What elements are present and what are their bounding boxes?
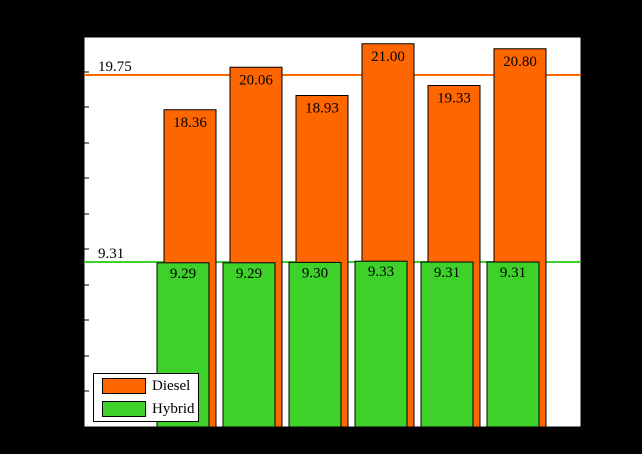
reference-line-labels: 19.75 9.31 — [98, 59, 132, 262]
y-axis-ticks — [84, 71, 89, 392]
data-label-diesel: 21.00 — [371, 49, 405, 65]
data-label-hybrid: 9.29 — [236, 266, 262, 282]
bar-hybrid — [354, 260, 408, 428]
data-label-hybrid: 9.31 — [434, 265, 460, 281]
data-label-hybrid: 9.33 — [368, 264, 394, 280]
data-label-hybrid: 9.30 — [302, 265, 328, 281]
bar-hybrid — [420, 261, 474, 428]
legend-label-hybrid: Hybrid — [152, 400, 195, 417]
data-label-hybrid: 9.31 — [500, 265, 526, 281]
bar-hybrid — [222, 262, 276, 428]
hybrid-series: 9.29 9.29 9.30 9.33 9.31 9.31 — [156, 260, 540, 428]
bar-hybrid — [288, 261, 342, 428]
legend-item-hybrid: Hybrid — [102, 400, 195, 418]
data-label-diesel: 18.93 — [305, 101, 339, 117]
legend-item-diesel: Diesel — [102, 377, 190, 395]
legend: Diesel Hybrid — [93, 373, 199, 422]
data-label-diesel: 20.80 — [503, 54, 537, 70]
data-label-diesel: 20.06 — [239, 72, 273, 88]
legend-label-diesel: Diesel — [152, 377, 191, 394]
reference-line-label: 19.75 — [98, 59, 132, 75]
legend-swatch-diesel — [102, 378, 146, 394]
legend-swatch-hybrid — [102, 401, 146, 417]
data-label-diesel: 19.33 — [437, 91, 471, 107]
data-label-hybrid: 9.29 — [170, 266, 196, 282]
reference-line-label: 9.31 — [98, 246, 124, 262]
bar-hybrid — [486, 261, 540, 428]
data-label-diesel: 18.36 — [173, 115, 207, 131]
